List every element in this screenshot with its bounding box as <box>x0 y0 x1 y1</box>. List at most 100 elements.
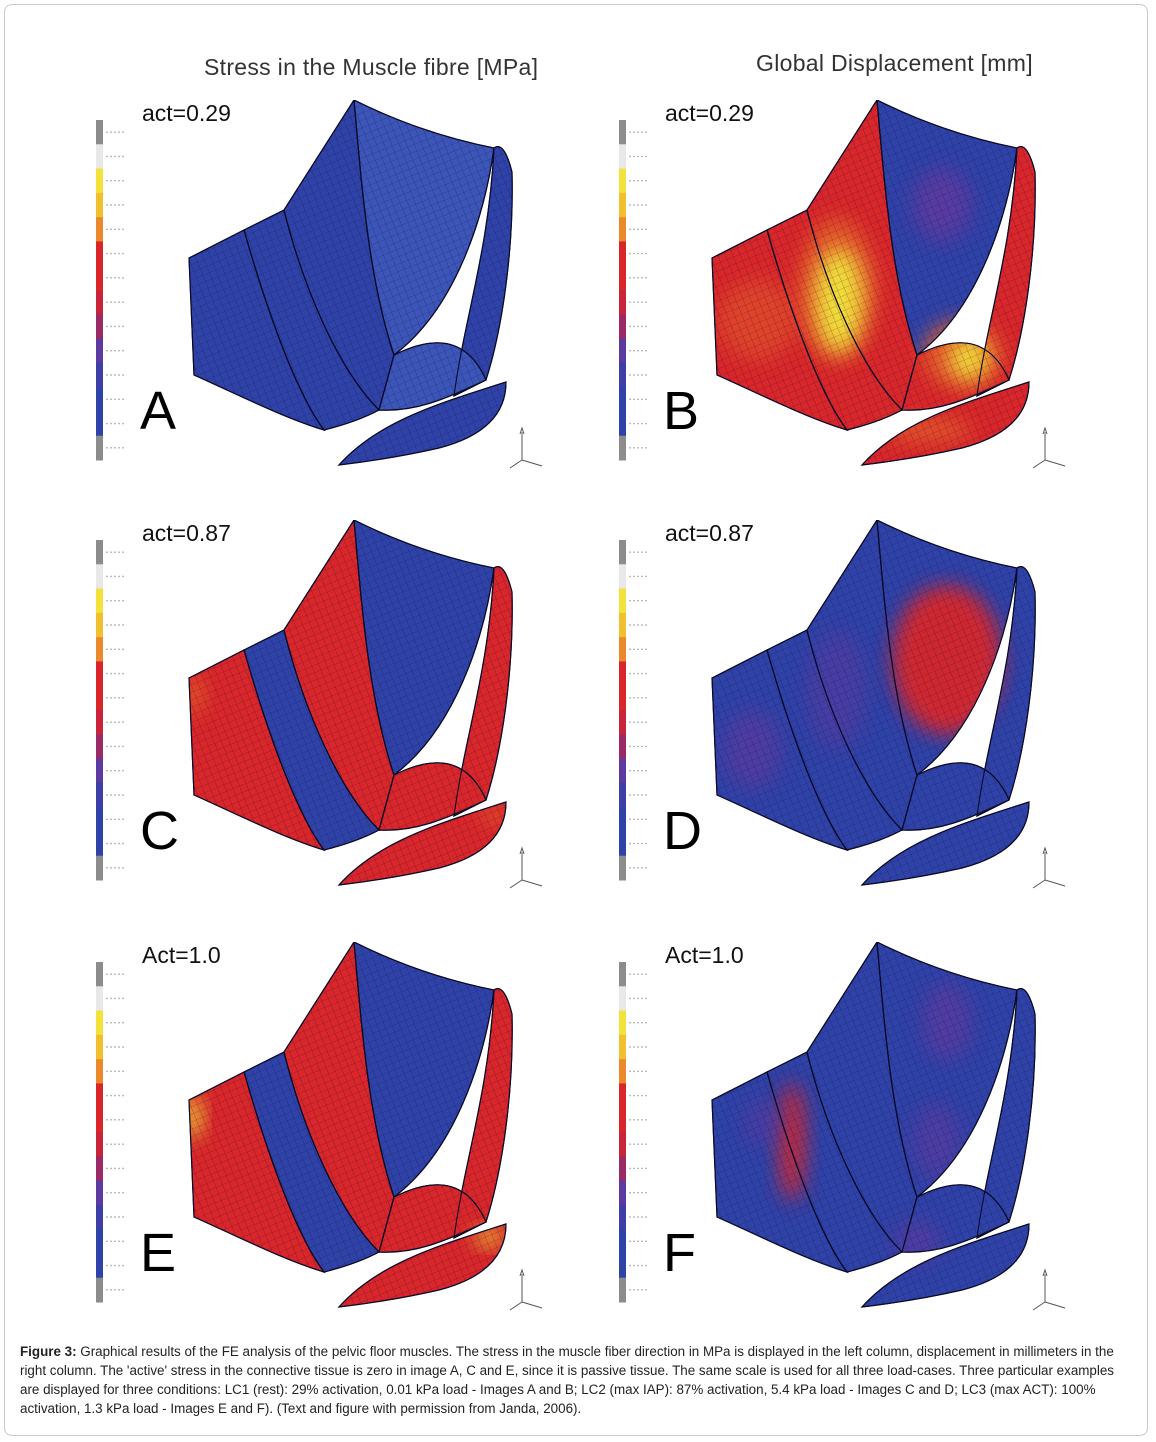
mesh-grid <box>712 100 1036 465</box>
color-scale-segment <box>619 1156 626 1182</box>
color-scale-segment <box>96 1253 103 1279</box>
color-scale-segment <box>96 831 103 857</box>
figure-caption: Figure 3: Graphical results of the FE an… <box>20 1342 1136 1418</box>
color-scale-segment <box>619 612 626 638</box>
color-scale-segment <box>619 1204 626 1230</box>
color-scale-segment <box>619 192 626 218</box>
mesh-grid <box>189 100 513 465</box>
color-scale-segment <box>619 241 626 267</box>
axis-triad-icon <box>509 426 543 469</box>
color-scale-segment <box>619 1132 626 1157</box>
color-scale-segment <box>619 411 626 437</box>
left-column-title: Stress in the Muscle fibre [MPa] <box>204 54 539 80</box>
color-scale-segment <box>96 1180 103 1206</box>
color-scale-segment <box>96 782 103 808</box>
color-scale-segment <box>619 637 626 662</box>
color-scale-bar <box>96 962 124 1303</box>
color-scale-bar <box>619 962 647 1303</box>
color-scale-segment <box>619 807 626 832</box>
color-scale-segment <box>96 612 103 638</box>
mesh-grid <box>189 520 513 885</box>
axis-triad-icon <box>509 1268 543 1311</box>
panel-d-letter: D <box>663 801 702 861</box>
panel-c: act=0.87 C <box>94 520 594 900</box>
color-scale-segment <box>619 217 626 242</box>
color-scale-segment <box>96 540 103 565</box>
color-scale-segment <box>96 387 103 412</box>
color-scale-segment <box>96 168 103 194</box>
color-scale-segment <box>96 564 103 590</box>
panel-e-activation: Act=1.0 <box>142 942 221 968</box>
panel-b-letter: B <box>663 381 700 441</box>
color-scale-segment <box>96 588 103 614</box>
color-scale-bar <box>619 120 647 461</box>
color-scale-segment <box>619 338 626 364</box>
panel-b-activation: act=0.29 <box>665 100 754 126</box>
panel-b-render <box>619 100 1066 469</box>
color-scale-segment <box>619 986 626 1012</box>
color-scale-segment <box>96 411 103 437</box>
panel-e-render <box>96 942 543 1311</box>
color-scale-segment <box>619 1229 626 1254</box>
color-scale-segment <box>619 962 626 987</box>
panel-f: Act=1.0 F <box>617 942 1117 1322</box>
color-scale-segment <box>96 986 103 1012</box>
color-scale-segment <box>96 1059 103 1084</box>
color-scale-segment <box>96 1204 103 1230</box>
color-scale-segment <box>96 265 103 291</box>
panel-c-letter: C <box>140 801 179 861</box>
color-scale-segment <box>619 144 626 170</box>
panel-c-activation: act=0.87 <box>142 520 231 546</box>
color-scale-segment <box>96 1156 103 1182</box>
color-scale-segment <box>619 710 626 735</box>
color-scale-segment <box>619 265 626 291</box>
color-scale-segment <box>619 1253 626 1279</box>
axis-triad-icon <box>1032 846 1066 889</box>
color-scale-segment <box>619 1083 626 1109</box>
panel-a-letter: A <box>140 381 177 441</box>
color-scale-segment <box>96 855 103 881</box>
color-scale-segment <box>619 685 626 711</box>
color-scale-segment <box>619 734 626 760</box>
color-scale-segment <box>96 1277 103 1303</box>
color-scale-segment <box>96 1229 103 1254</box>
panel-f-render <box>619 942 1066 1311</box>
color-scale-segment <box>96 807 103 832</box>
color-scale-segment <box>96 758 103 784</box>
panel-e-letter: E <box>140 1223 177 1283</box>
color-scale-segment <box>619 387 626 412</box>
color-scale-segment <box>619 564 626 590</box>
color-scale-segment <box>619 661 626 687</box>
panel-e: Act=1.0 E <box>94 942 594 1322</box>
color-scale-bar <box>96 540 124 881</box>
panel-d-render <box>619 520 1066 889</box>
color-scale-segment <box>96 661 103 687</box>
color-scale-segment <box>619 1180 626 1206</box>
color-scale-segment <box>619 120 626 145</box>
color-scale-segment <box>96 338 103 364</box>
color-scale-segment <box>619 435 626 461</box>
color-scale-segment <box>96 1010 103 1036</box>
color-scale-segment <box>96 710 103 735</box>
panel-b: act=0.29 B <box>617 100 1117 480</box>
color-scale-segment <box>619 1034 626 1060</box>
color-scale-segment <box>96 290 103 315</box>
color-scale-segment <box>96 1132 103 1157</box>
color-scale-segment <box>619 1059 626 1084</box>
color-scale-segment <box>619 290 626 315</box>
panel-f-activation: Act=1.0 <box>665 942 744 968</box>
panel-a-activation: act=0.29 <box>142 100 231 126</box>
color-scale-segment <box>96 435 103 461</box>
color-scale-segment <box>96 314 103 340</box>
color-scale-segment <box>619 782 626 808</box>
color-scale-segment <box>619 758 626 784</box>
color-scale-segment <box>619 314 626 340</box>
axis-triad-icon <box>509 846 543 889</box>
panel-f-letter: F <box>663 1223 696 1283</box>
color-scale-segment <box>619 540 626 565</box>
color-scale-segment <box>96 217 103 242</box>
color-scale-segment <box>96 1083 103 1109</box>
color-scale-segment <box>619 1010 626 1036</box>
color-scale-segment <box>96 241 103 267</box>
color-scale-segment <box>96 192 103 218</box>
